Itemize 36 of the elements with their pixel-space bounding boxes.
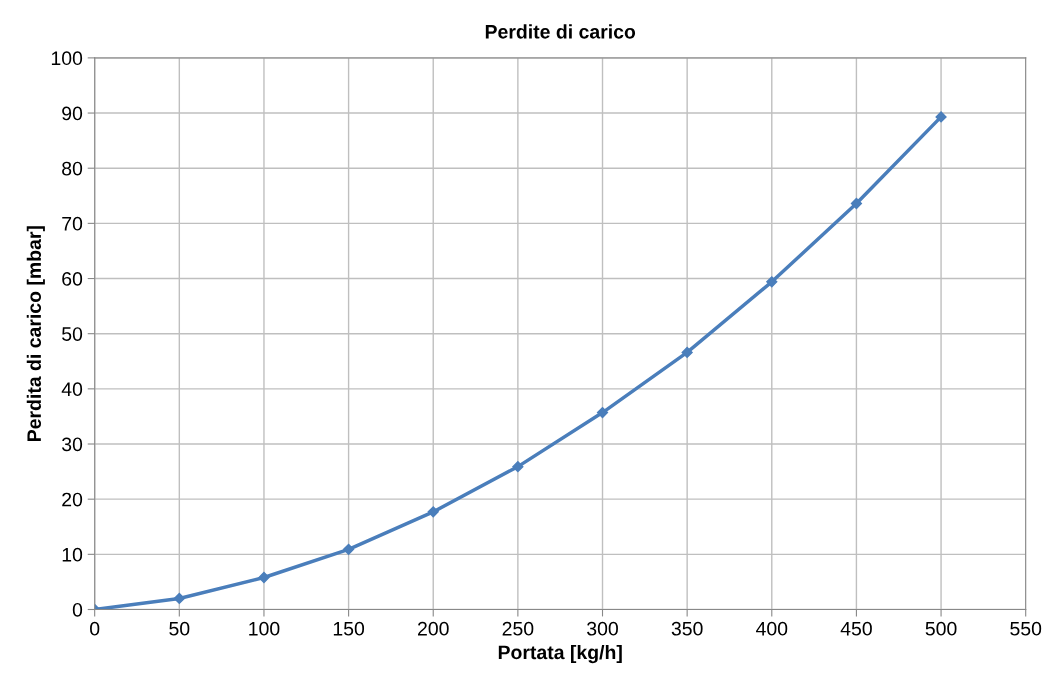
point bbox=[512, 461, 524, 473]
point bbox=[596, 406, 609, 419]
point bbox=[935, 111, 947, 123]
x-tick-label: 0 bbox=[90, 621, 100, 636]
y-tick-label: 0 bbox=[72, 602, 83, 617]
x-tick-label: 450 bbox=[840, 621, 872, 636]
point bbox=[766, 276, 778, 288]
y-tick-label: 10 bbox=[62, 547, 83, 562]
chart-title: Perdite di carico bbox=[485, 24, 636, 39]
y-tick-label: 90 bbox=[62, 106, 83, 121]
x-tick-label: 250 bbox=[502, 621, 534, 636]
x-tick-label: 100 bbox=[249, 621, 280, 636]
y-tick-label: 80 bbox=[62, 161, 83, 176]
x-tick-label: 200 bbox=[417, 621, 449, 636]
point bbox=[342, 543, 355, 555]
point bbox=[427, 506, 439, 518]
x-tick-label: 400 bbox=[756, 621, 788, 636]
y-tick-label: 30 bbox=[61, 437, 83, 452]
point bbox=[173, 592, 185, 605]
x-tick-label: 50 bbox=[169, 621, 190, 636]
x-tick-label: 150 bbox=[333, 621, 365, 636]
point bbox=[258, 571, 270, 584]
y-axis-title: Perdita di carico [mbar] bbox=[26, 226, 45, 441]
y-tick-label: 70 bbox=[62, 216, 83, 231]
x-axis-title: Portata [kg/h] bbox=[498, 644, 622, 664]
y-tick-label: 60 bbox=[62, 272, 83, 286]
point bbox=[681, 346, 693, 359]
y-tick-label: 100 bbox=[51, 51, 83, 66]
y-tick-label: 20 bbox=[62, 492, 83, 507]
y-tick-label: 50 bbox=[62, 327, 83, 341]
x-tick-label: 350 bbox=[671, 621, 703, 636]
y-tick-label: 40 bbox=[61, 382, 83, 397]
x-tick-label: 550 bbox=[1010, 621, 1042, 636]
x-tick-label: 500 bbox=[925, 621, 957, 636]
point bbox=[850, 197, 863, 210]
x-tick-label: 300 bbox=[587, 621, 618, 636]
